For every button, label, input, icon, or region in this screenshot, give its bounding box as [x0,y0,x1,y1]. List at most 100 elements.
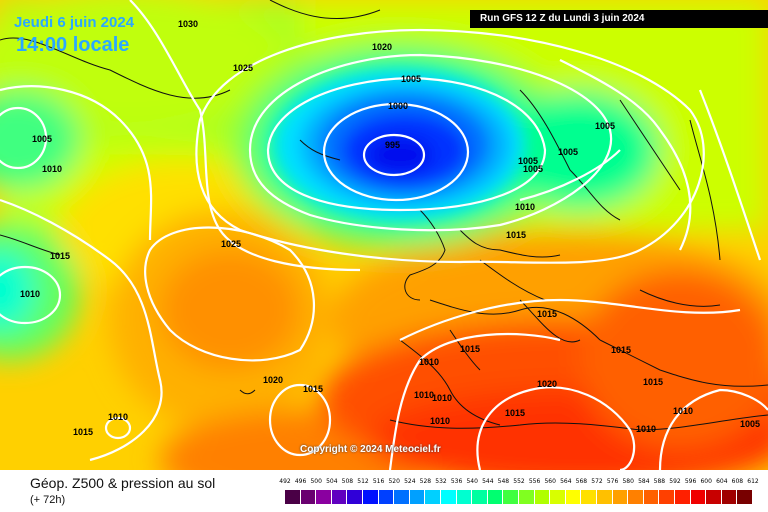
legend-color-swatch [285,490,301,504]
isobar-label: 995 [385,140,400,150]
legend-color-swatch [737,490,753,504]
legend-tick-label: 536 [450,478,463,485]
legend-color-swatch [503,490,519,504]
legend-tick-label: 516 [372,478,385,485]
legend-tick-label: 544 [482,478,494,485]
isobar-label: 1030 [178,19,198,29]
legend-color-swatch [487,490,504,504]
legend-color-swatch [597,490,613,504]
isobar-label: 1010 [515,202,535,212]
isobars [0,0,768,470]
legend-color-swatch [675,490,691,504]
legend-tick-label: 564 [560,478,572,485]
legend-tick-label: 572 [591,478,603,485]
isobar-label: 1010 [42,164,62,174]
legend-color-swatch [628,490,644,504]
isobar-label: 1010 [432,393,452,403]
legend-color-swatch [565,490,582,504]
isobar-label: 1015 [50,251,70,261]
color-scale-legend: 492 496 500 504 508 512 516 520 524 528 532 536 540 5… [279,478,759,508]
legend-tick-label: 532 [435,478,447,485]
isobar-label: 1015 [303,384,323,394]
isobar-label: 1010 [430,416,450,426]
legend-color-swatch [643,490,660,504]
legend-color-swatch [706,490,722,504]
legend-tick-label: 552 [513,478,525,485]
legend-tick-label: 520 [388,478,400,485]
legend-color-swatch [347,490,363,504]
legend-color-swatch [378,490,395,504]
isobar-label-group: 1030 1020 1025 1005 1000 995 1005 1010 1… [20,19,760,437]
isobar-label: 1010 [673,406,693,416]
legend-color-swatch [316,490,332,504]
legend-tick-label: 568 [575,478,588,485]
isobar-label: 1010 [636,424,656,434]
forecast-map: 1030 1020 1025 1005 1000 995 1005 1010 1… [0,0,768,470]
isobar-label: 1005 [523,164,543,174]
legend-color-swatch [394,490,410,504]
isobar-label: 1015 [460,344,480,354]
map-footer: Géop. Z500 & pression au sol (+ 72h) 492… [0,470,768,512]
legend-color-swatch [456,490,473,504]
copyright-notice: Copyright © 2024 Meteociel.fr [300,444,441,455]
legend-tick-label: 608 [731,478,744,485]
legend-tick-label: 612 [747,478,759,485]
isobar-label: 1015 [73,427,93,437]
isobar-label: 1005 [558,147,578,157]
legend-color-swatch [581,490,597,504]
legend-tick-label: 512 [357,478,369,485]
legend-tick-label: 504 [326,478,338,485]
legend-color-swatch [331,490,348,504]
legend-tick-label: 592 [669,478,681,485]
legend-tick-label: 508 [341,478,354,485]
lead-time: (+ 72h) [30,494,66,506]
isobar-label: 1015 [506,230,526,240]
isobar-label: 1005 [595,121,615,131]
legend-color-swatch [425,490,441,504]
map-canvas: 1030 1020 1025 1005 1000 995 1005 1010 1… [0,0,768,470]
legend-tick-label: 560 [544,478,556,485]
forecast-time: 14:00 locale [16,34,130,56]
legend-tick-label: 596 [684,478,697,485]
isobar-label: 1005 [518,156,538,166]
legend-color-swatch [472,490,488,504]
isobar-label: 1010 [419,357,439,367]
legend-tick-label: 528 [419,478,432,485]
legend-tick-label: 600 [700,478,712,485]
isobar-label: 1010 [108,412,128,422]
legend-color-swatch [441,490,457,504]
legend-tick-label: 492 [279,478,291,485]
isobar-label: 1015 [505,408,525,418]
isobar-label: 1005 [740,419,760,429]
legend-color-swatch [721,490,738,504]
isobar-label: 1025 [221,239,241,249]
legend-color-swatch [363,490,379,504]
legend-tick-label: 500 [310,478,322,485]
legend-color-swatch [550,490,566,504]
isobar-label: 1010 [414,390,434,400]
legend-tick-label: 556 [528,478,541,485]
legend-tick-label: 604 [716,478,728,485]
legend-color-swatch [690,490,707,504]
legend-tick-label: 524 [404,478,416,485]
isobar-label: 1020 [263,375,283,385]
isobar-label: 1005 [401,74,421,84]
legend-tick-label: 548 [497,478,510,485]
legend-tick-label: 588 [653,478,666,485]
legend-tick-label: 584 [638,478,650,485]
legend-color-swatch [534,490,551,504]
legend-tick-label: 580 [622,478,634,485]
isobar-label: 1025 [233,63,253,73]
forecast-date: Jeudi 6 juin 2024 [14,14,135,31]
isobar-label: 1010 [20,289,40,299]
legend-tick-label: 540 [466,478,478,485]
legend-color-swatch [519,490,535,504]
run-info-banner: Run GFS 12 Z du Lundi 3 juin 2024 [470,10,768,28]
product-title: Géop. Z500 & pression au sol [30,475,216,491]
legend-tick-label: 496 [294,478,307,485]
isobar-label: 1015 [537,309,557,319]
legend-color-swatch [409,490,426,504]
isobar-label: 1015 [643,377,663,387]
isobar-label: 1005 [32,134,52,144]
legend-color-swatch [659,490,675,504]
